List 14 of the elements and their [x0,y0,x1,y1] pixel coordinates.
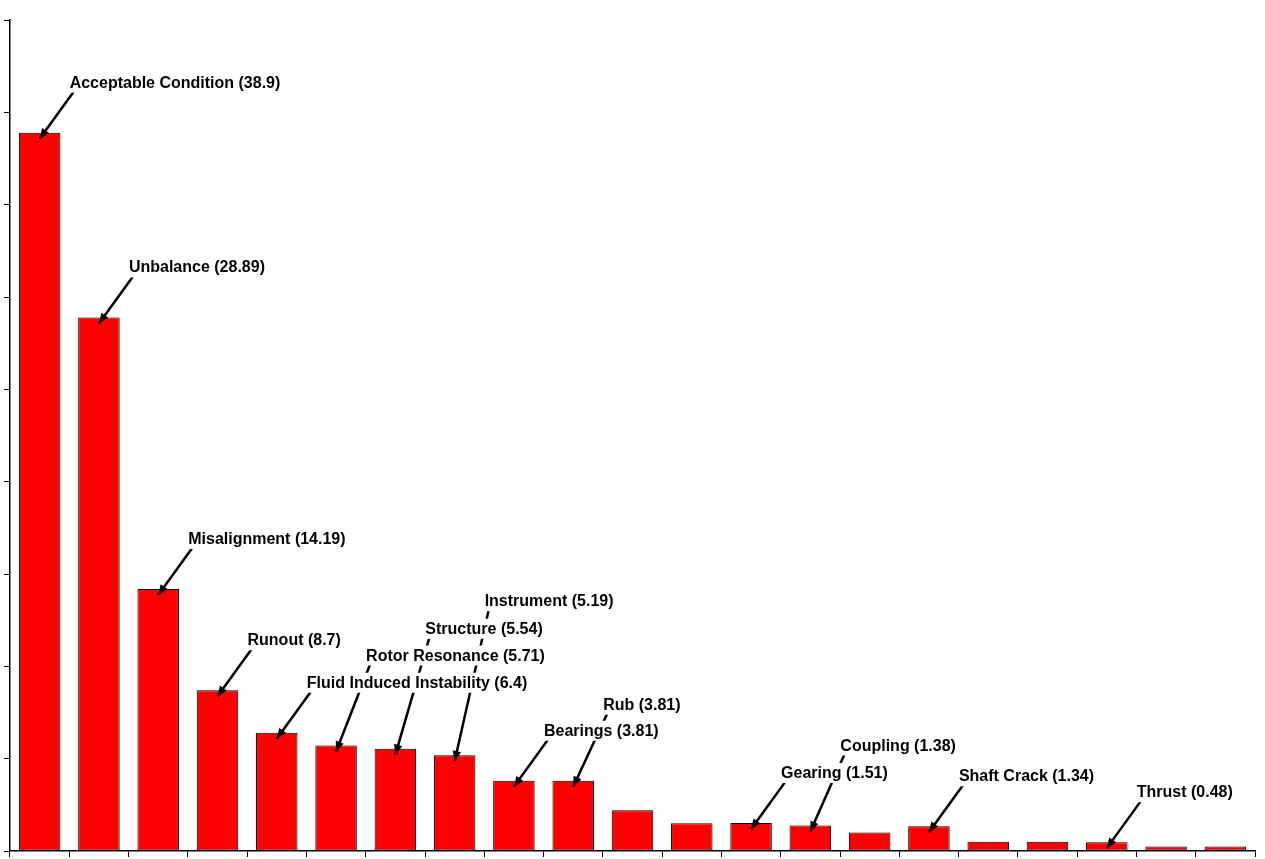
data-label: Thrust (0.48) [1136,783,1233,801]
data-label: Rotor Resonance (5.71) [366,646,545,664]
data-label: Misalignment (14.19) [188,529,346,547]
data-label: Fluid Induced Instability (6.4) [306,673,528,691]
data-label: Bearings (3.81) [543,721,659,739]
data-label: Instrument (5.19) [484,592,614,610]
data-label: Coupling (1.38) [840,736,956,754]
data-label: Shaft Crack (1.34) [958,767,1095,785]
data-label: Rub (3.81) [603,695,681,713]
data-label: Acceptable Condition (38.9) [69,73,281,91]
data-label: Structure (5.54) [425,619,543,637]
data-label: Gearing (1.51) [781,764,888,782]
data-label: Unbalance (28.89) [128,258,265,276]
data-label: Runout (8.7) [247,631,341,649]
